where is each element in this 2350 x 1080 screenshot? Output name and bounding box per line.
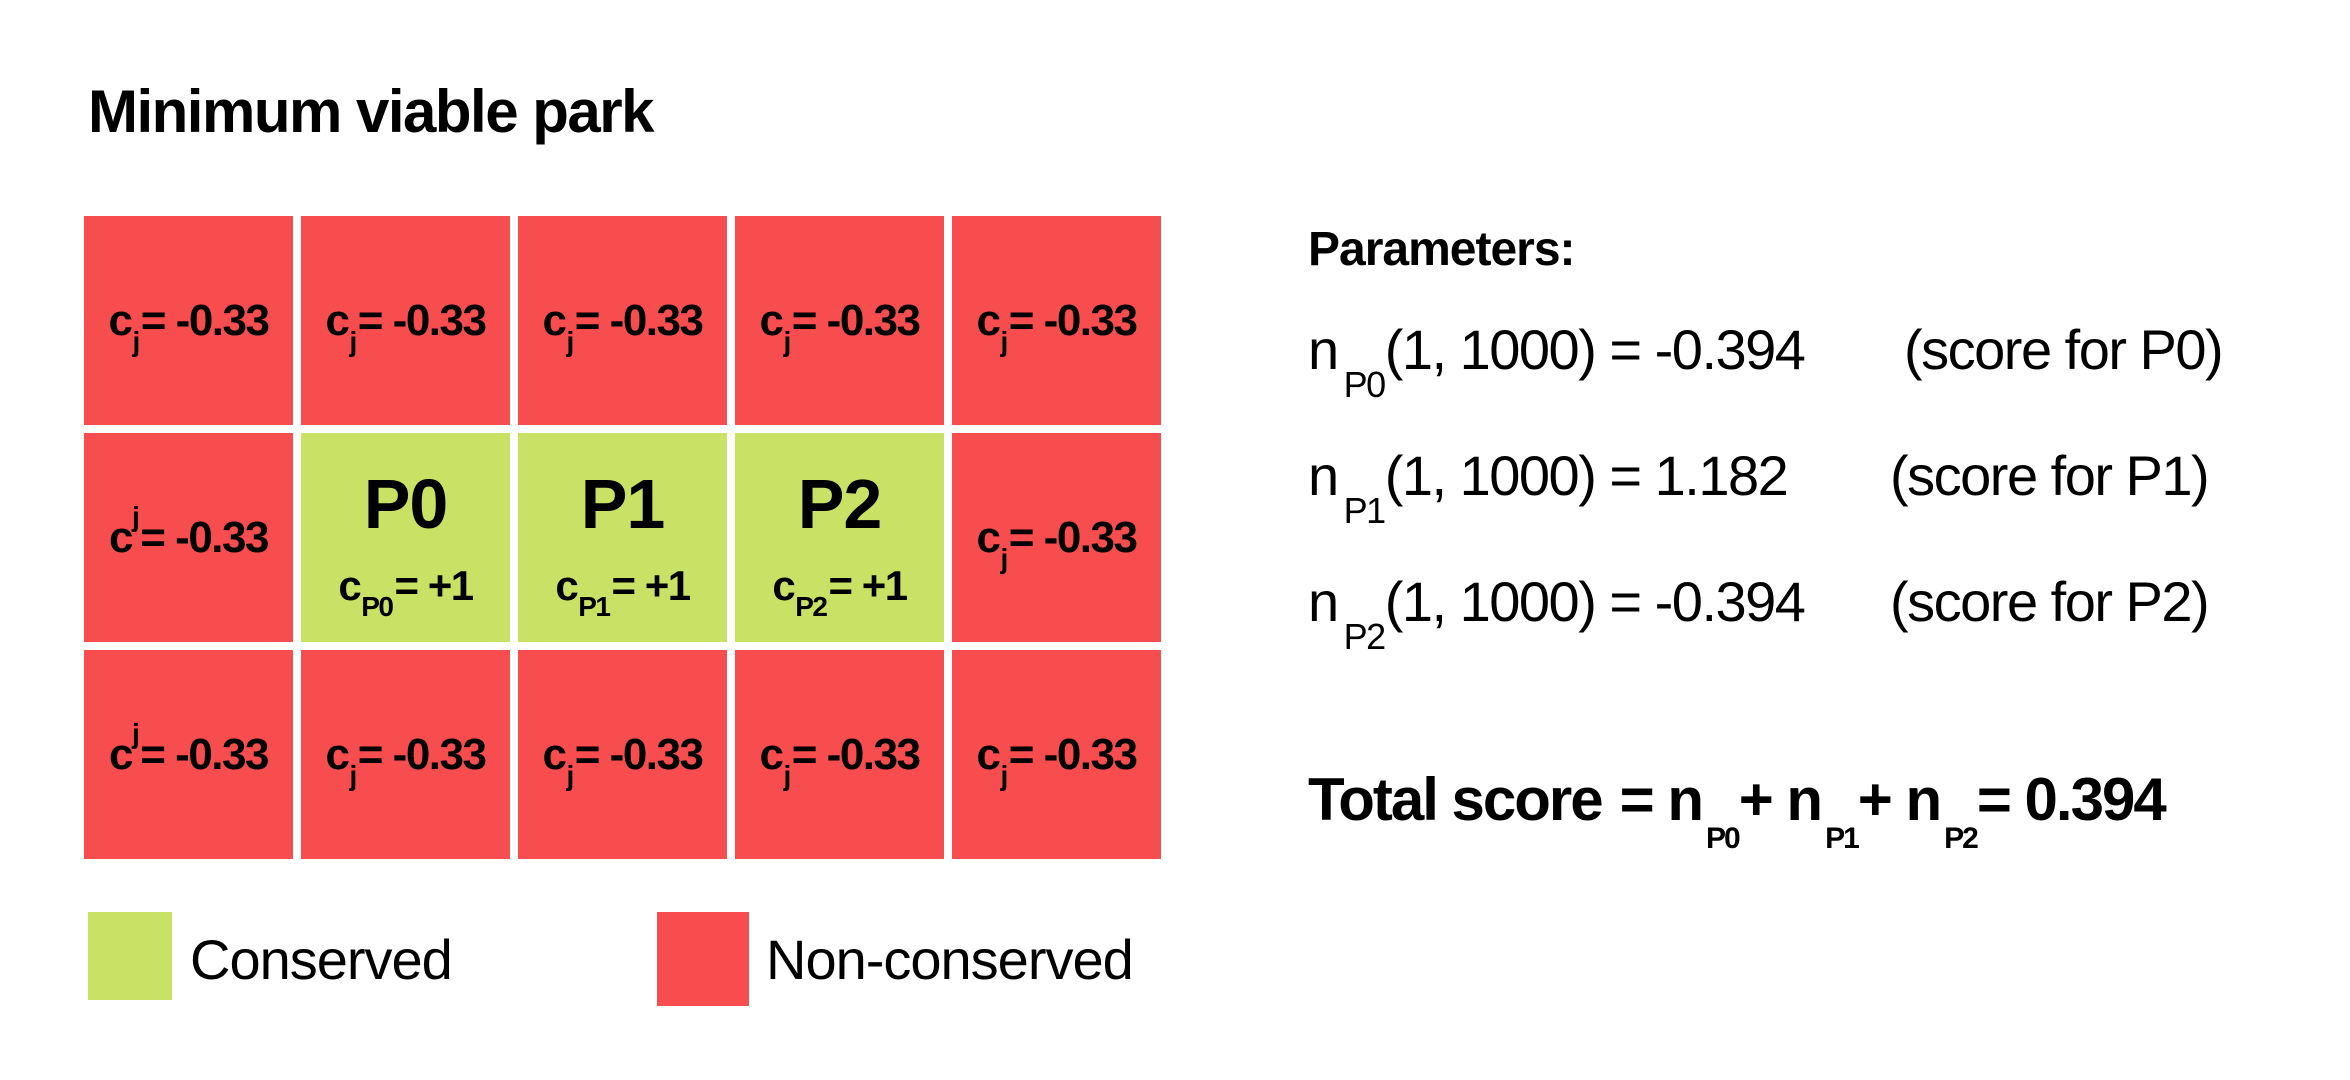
total-score-equation: Total score = nP0+ nP1+ nP2= 0.394 [1308,766,2167,855]
cell-expression: cj= -0.33 [109,500,269,562]
param-description-p2: (score for P2) [1890,570,2210,633]
grid-cell-r3c3: cj= -0.33 [518,650,727,859]
park-expression: cP2= +1 [772,561,908,622]
park-expression: cP1= +1 [555,561,691,622]
cell-expression: cj= -0.33 [976,729,1138,791]
grid-cell-r1c5: cj= -0.33 [952,216,1161,425]
param-description-p1: (score for P1) [1890,444,2210,507]
legend-label-conserved: Conserved [190,928,453,991]
park-grid: cj= -0.33 cj= -0.33 cj= -0.33 cj= -0.33 … [84,216,1161,859]
cell-expression: cj= -0.33 [109,717,269,779]
param-description-p0: (score for P0) [1904,318,2224,381]
total-score-result: = 0.394 [1976,766,2167,833]
park-label: P0 [363,464,449,543]
legend-label-non-conserved: Non-conserved [766,928,1134,991]
grid-cell-r3c5: cj= -0.33 [952,650,1161,859]
cell-expression: cj= -0.33 [542,729,704,791]
park-label: P2 [797,464,883,543]
grid-cell-r2c5: cj= -0.33 [952,433,1161,642]
total-score-label: Total score [1308,766,1604,833]
park-expression: cP0= +1 [338,561,474,622]
parameters-title: Parameters: [1308,223,1575,276]
legend-swatch-non-conserved [657,912,749,1006]
cell-expression: cj= -0.33 [542,295,704,357]
cell-expression: cj= -0.33 [759,729,921,791]
park-label: P1 [580,464,666,543]
grid-cell-r3c1: cj= -0.33 [84,650,293,859]
cell-expression: cj= -0.33 [108,295,270,357]
cell-expression: cj= -0.33 [325,729,487,791]
param-expression-p0: nP0(1, 1000) = -0.394 [1308,318,1806,405]
param-expression-p1: nP1(1, 1000) = 1.182 [1308,444,1789,531]
grid-cell-r1c2: cj= -0.33 [301,216,510,425]
grid-cell-r1c4: cj= -0.33 [735,216,944,425]
cell-expression: cj= -0.33 [976,512,1138,574]
legend-swatch-conserved [88,912,172,1000]
param-expression-p2: nP2(1, 1000) = -0.394 [1308,570,1806,657]
cell-expression: cj= -0.33 [976,295,1138,357]
grid-cell-r3c2: cj= -0.33 [301,650,510,859]
park-cell-p2: P2 cP2= +1 [735,433,944,642]
cell-expression: cj= -0.33 [759,295,921,357]
park-cell-p0: P0 cP0= +1 [301,433,510,642]
grid-cell-r1c1: cj= -0.33 [84,216,293,425]
grid-cell-r1c3: cj= -0.33 [518,216,727,425]
grid-cell-r3c4: cj= -0.33 [735,650,944,859]
cell-expression: cj= -0.33 [325,295,487,357]
page-title: Minimum viable park [88,78,655,145]
park-cell-p1: P1 cP1= +1 [518,433,727,642]
grid-cell-r2c1: cj= -0.33 [84,433,293,642]
